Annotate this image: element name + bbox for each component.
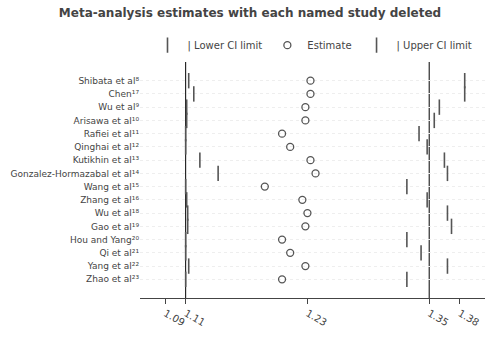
- svg-text:Kutikhin et al¹³: Kutikhin et al¹³: [73, 155, 140, 165]
- svg-text:1.09: 1.09: [162, 308, 187, 329]
- svg-text:Wang et al¹⁵: Wang et al¹⁵: [84, 182, 140, 192]
- svg-text:| Lower CI limit: | Lower CI limit: [188, 40, 263, 52]
- svg-text:Arisawa et al¹⁰: Arisawa et al¹⁰: [74, 116, 140, 126]
- svg-text:Wu et al¹⁸: Wu et al¹⁸: [95, 208, 140, 218]
- svg-text:Rafiei et al¹¹: Rafiei et al¹¹: [84, 129, 140, 139]
- svg-text:Wu et al⁹: Wu et al⁹: [98, 102, 139, 112]
- svg-text:Qi et al²¹: Qi et al²¹: [99, 248, 139, 258]
- svg-text:Qinghai et al¹²: Qinghai et al¹²: [74, 142, 139, 152]
- svg-text:Gao et al¹⁹: Gao et al¹⁹: [91, 222, 139, 232]
- svg-text:Hou and Yang²⁰: Hou and Yang²⁰: [70, 235, 139, 245]
- svg-text:Zhao et al²³: Zhao et al²³: [86, 274, 139, 284]
- svg-text:| Upper CI limit: | Upper CI limit: [397, 40, 472, 52]
- svg-text:1.38: 1.38: [456, 308, 481, 329]
- svg-text:Estimate: Estimate: [307, 40, 351, 51]
- svg-text:Yang et al²²: Yang et al²²: [87, 261, 140, 271]
- svg-text:Shibata et al⁸: Shibata et al⁸: [78, 76, 139, 86]
- svg-text:1.11: 1.11: [182, 308, 207, 329]
- svg-text:1.35: 1.35: [426, 308, 451, 329]
- svg-text:Chen¹⁷: Chen¹⁷: [109, 89, 140, 99]
- svg-text:Meta-analysis estimates with e: Meta-analysis estimates with each named …: [59, 6, 441, 20]
- svg-text:Gonzalez-Hormazabal et al¹⁴: Gonzalez-Hormazabal et al¹⁴: [10, 169, 139, 179]
- svg-text:Zhang et al¹⁶: Zhang et al¹⁶: [80, 195, 139, 205]
- svg-text:1.23: 1.23: [304, 308, 329, 329]
